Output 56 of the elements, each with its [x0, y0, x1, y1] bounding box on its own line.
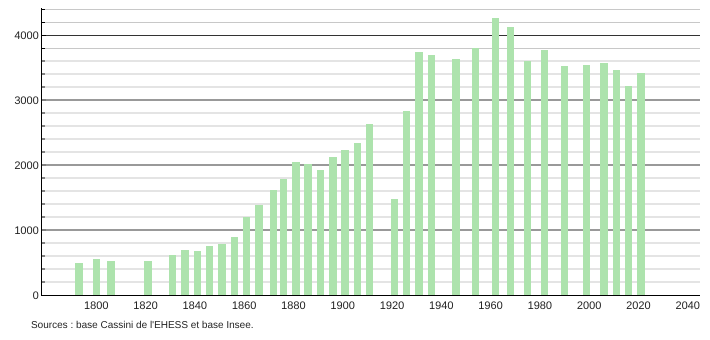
x-tick-label: 1860 — [232, 300, 256, 312]
x-tick-label: 2020 — [626, 300, 651, 312]
bar — [194, 251, 201, 295]
bar — [613, 70, 620, 295]
bar — [541, 50, 548, 295]
x-tick-label: 1980 — [528, 300, 552, 312]
y-tick-label: 3000 — [14, 95, 39, 108]
bar — [354, 143, 361, 295]
bar — [304, 164, 312, 295]
x-tick-label: 1960 — [478, 300, 503, 312]
x-tick-label: 1920 — [380, 300, 404, 312]
y-tick-label: 1000 — [14, 224, 39, 237]
x-tick-label: 2000 — [576, 300, 602, 312]
x-tick-label: 1900 — [330, 300, 355, 312]
bar — [452, 59, 460, 295]
bar — [583, 65, 590, 295]
bar — [93, 259, 100, 295]
bar — [243, 217, 250, 295]
y-tick-label: 4000 — [14, 30, 39, 42]
x-tick-label: 1880 — [281, 300, 306, 312]
bar — [492, 18, 499, 295]
y-tick-label: 0 — [32, 290, 39, 302]
bar — [625, 86, 632, 295]
bar — [75, 263, 83, 295]
y-tick-label: 2000 — [14, 160, 39, 172]
bar — [218, 244, 226, 295]
x-tick-label: 2040 — [675, 300, 700, 312]
bar — [524, 61, 531, 295]
bar — [144, 261, 152, 295]
bar — [317, 170, 324, 295]
bar — [181, 250, 189, 295]
bar — [329, 157, 337, 295]
bar — [292, 162, 300, 295]
bar — [600, 63, 608, 295]
bar — [169, 255, 176, 295]
bar — [107, 261, 115, 295]
bar — [255, 205, 263, 295]
bar — [428, 55, 435, 295]
bar — [341, 150, 349, 295]
bar — [231, 237, 238, 295]
bar — [206, 246, 213, 295]
bar — [280, 179, 287, 295]
bar — [507, 27, 514, 295]
bar — [366, 124, 373, 295]
x-tick-label: 1840 — [182, 300, 208, 312]
bar — [391, 199, 398, 295]
bar — [561, 66, 568, 295]
bar — [403, 111, 410, 295]
x-tick-label: 1940 — [429, 300, 454, 312]
bar — [270, 190, 277, 295]
source-note: Sources : base Cassini de l'EHESS et base Insee. — [31, 320, 254, 331]
bar — [472, 48, 479, 295]
bar — [415, 52, 423, 295]
x-tick-label: 1800 — [84, 300, 108, 312]
x-tick-label: 1820 — [133, 300, 158, 312]
bar — [637, 73, 645, 295]
